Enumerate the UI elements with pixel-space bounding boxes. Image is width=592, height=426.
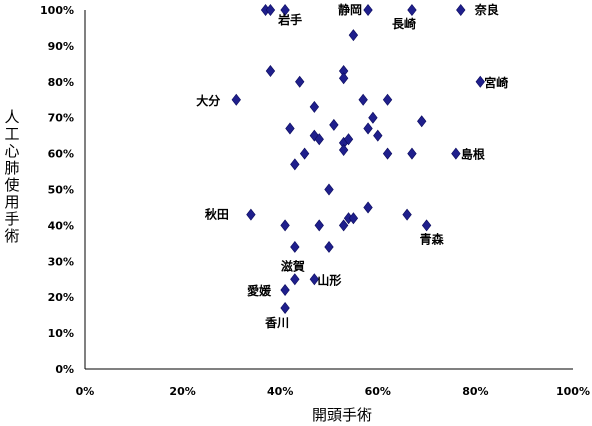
data-points	[231, 4, 485, 314]
data-point	[309, 129, 320, 142]
data-point	[280, 219, 290, 232]
data-point	[329, 118, 339, 131]
y-tick-label: 10%	[48, 327, 74, 340]
data-point	[348, 212, 359, 225]
y-axis-title-char: 使	[4, 176, 19, 194]
point-label: 大分	[196, 93, 220, 108]
data-point	[417, 115, 427, 128]
y-tick-label: 90%	[48, 40, 74, 53]
data-point	[290, 158, 300, 171]
y-axis-title-char: 用	[4, 193, 19, 211]
data-point	[407, 147, 417, 160]
data-point	[265, 65, 276, 78]
point-label: 岩手	[277, 12, 302, 27]
y-axis-title-char: 心	[4, 142, 19, 160]
data-point	[324, 183, 334, 196]
data-point	[382, 93, 393, 106]
data-point	[363, 4, 373, 16]
data-point	[363, 122, 373, 135]
point-label: 秋田	[205, 207, 229, 222]
y-tick-label: 30%	[48, 255, 74, 268]
point-label: 奈良	[474, 2, 499, 17]
x-tick-labels: 0% 20% 40% 60% 80% 100%	[76, 385, 590, 398]
y-tick-label: 70%	[48, 112, 74, 125]
point-label: 青森	[420, 231, 445, 246]
y-tick-labels: 0% 10% 20% 30% 40% 50% 60% 70% 80% 90% 100%	[40, 4, 74, 376]
data-point	[348, 29, 359, 42]
point-label: 宮崎	[484, 75, 508, 90]
point-label: 滋賀	[281, 258, 305, 273]
point-label: 島根	[461, 147, 485, 162]
data-point	[338, 219, 349, 232]
data-point	[451, 147, 461, 160]
data-point	[314, 219, 324, 232]
data-point	[324, 240, 334, 253]
y-tick-label: 100%	[40, 4, 74, 17]
data-point	[290, 273, 300, 286]
data-point	[338, 144, 349, 156]
x-tick-label: 80%	[462, 385, 488, 398]
y-tick-label: 0%	[55, 363, 74, 376]
x-tick-label: 0%	[76, 385, 95, 398]
point-label: 香川	[264, 315, 289, 330]
point-label: 静岡	[338, 2, 362, 17]
x-axis-title: 開頭手術	[312, 406, 372, 424]
point-label: 愛媛	[247, 283, 272, 298]
data-point	[314, 133, 324, 146]
point-label: 山形	[317, 272, 341, 287]
data-point	[363, 201, 373, 214]
data-point	[421, 219, 432, 232]
y-axis-title-char: 工	[4, 125, 19, 143]
data-point	[358, 93, 368, 106]
y-axis-title-char: 術	[4, 227, 19, 245]
x-tick-label: 60%	[365, 385, 391, 398]
data-point	[368, 111, 378, 124]
data-point	[295, 75, 305, 88]
data-point	[373, 129, 383, 142]
y-axis-title-char: 人	[4, 108, 19, 126]
data-point	[280, 284, 290, 297]
data-point	[343, 133, 354, 146]
point-label: 長崎	[392, 16, 416, 31]
y-axis-title-char: 手	[4, 210, 19, 228]
x-tick-label: 40%	[267, 385, 293, 398]
x-tick-label: 20%	[169, 385, 195, 398]
data-point	[299, 147, 310, 160]
data-point	[231, 93, 241, 106]
data-point	[382, 147, 393, 160]
data-point	[338, 72, 349, 85]
data-point	[407, 4, 417, 16]
data-point	[265, 4, 276, 16]
y-tick-label: 80%	[48, 76, 74, 89]
data-point	[285, 122, 295, 135]
data-point	[309, 100, 320, 113]
y-tick-label: 50%	[48, 184, 74, 197]
data-point	[475, 75, 485, 88]
data-point	[246, 208, 256, 221]
data-point	[402, 208, 412, 221]
y-tick-label: 40%	[48, 219, 74, 232]
data-point	[290, 240, 300, 253]
x-tick-label: 100%	[556, 385, 590, 398]
data-point	[280, 301, 290, 314]
y-tick-label: 20%	[48, 291, 74, 304]
data-point	[456, 4, 466, 16]
y-axis-title-char: 肺	[4, 159, 19, 177]
y-tick-label: 60%	[48, 148, 74, 161]
data-point	[309, 273, 320, 286]
data-point	[280, 4, 290, 16]
